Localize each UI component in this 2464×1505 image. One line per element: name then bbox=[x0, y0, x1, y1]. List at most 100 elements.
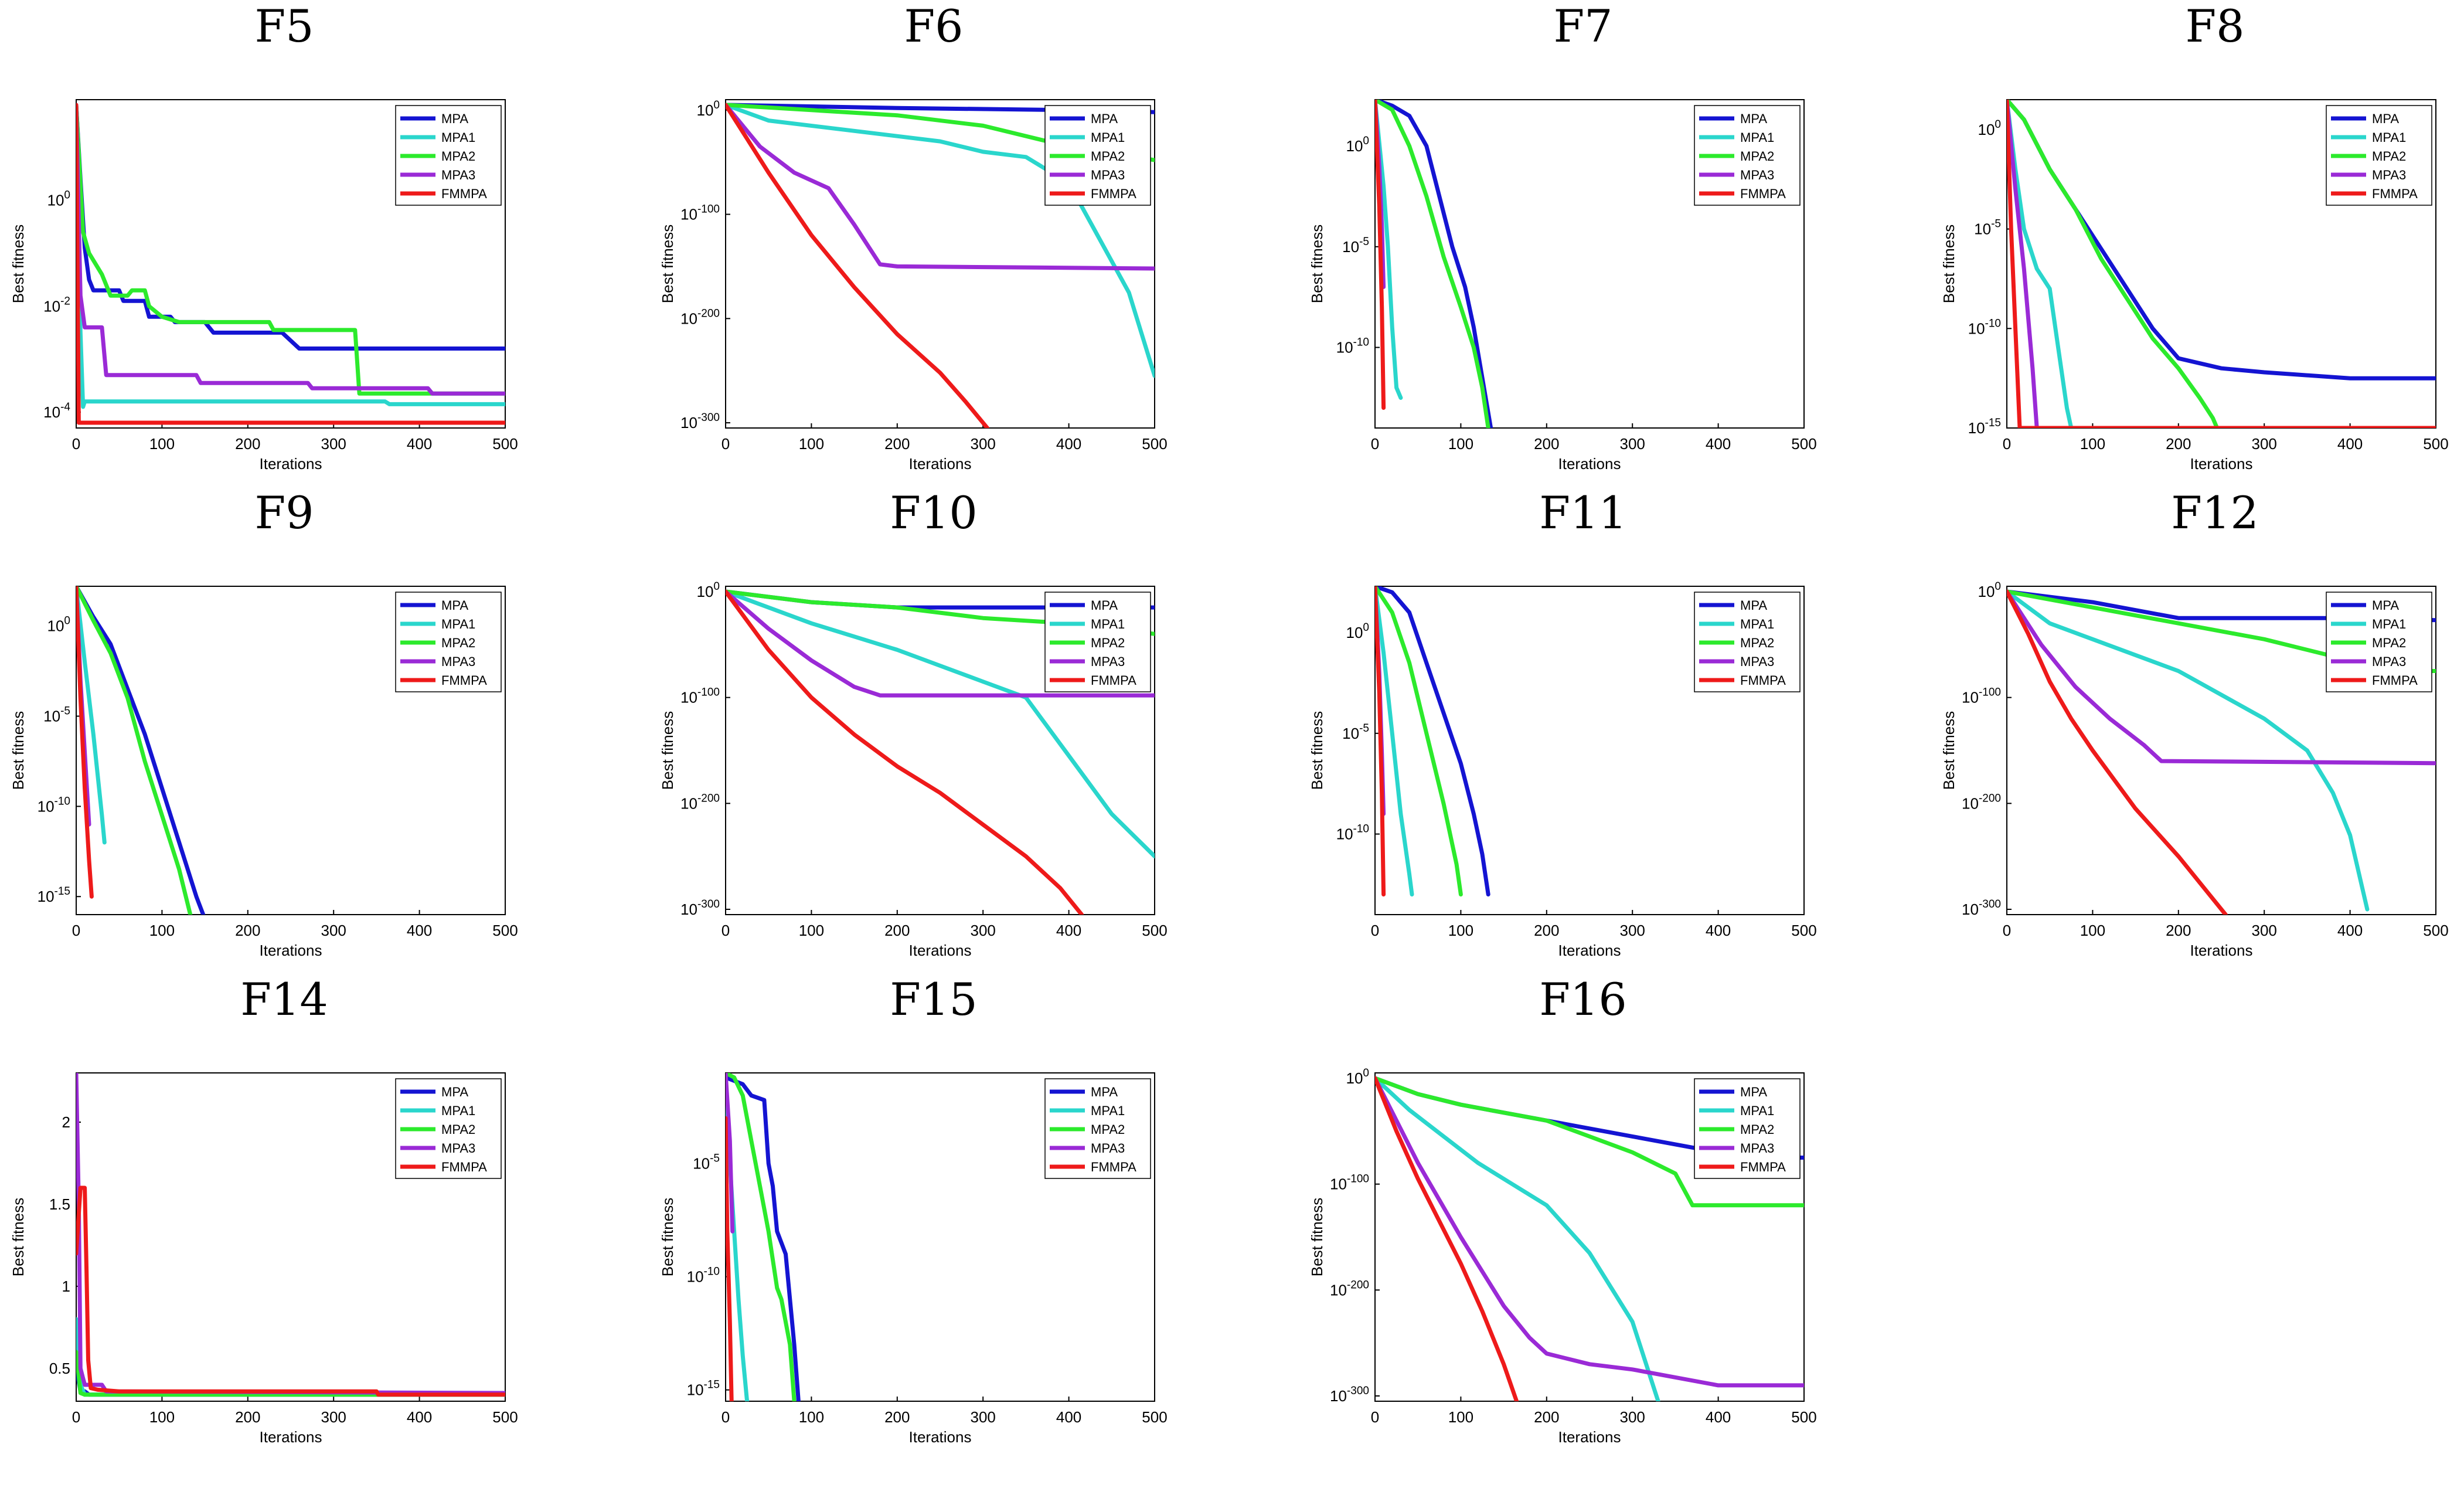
x-tick-label: 200 bbox=[884, 922, 910, 939]
x-tick-label: 300 bbox=[971, 435, 996, 453]
legend-label: FMMPA bbox=[2372, 673, 2418, 688]
chart-title: F8 bbox=[2185, 0, 2245, 52]
legend-label: MPA2 bbox=[1091, 636, 1125, 650]
x-tick-label: 0 bbox=[721, 922, 730, 939]
legend-label: MPA2 bbox=[2372, 149, 2406, 164]
series-group bbox=[2007, 589, 2436, 915]
x-tick-label: 100 bbox=[149, 922, 175, 939]
series-line-mpa1 bbox=[1375, 1076, 1660, 1401]
x-tick-label: 400 bbox=[407, 435, 432, 453]
legend-label: MPA2 bbox=[1740, 636, 1774, 650]
legend-label: MPA bbox=[1740, 111, 1767, 126]
x-tick-label: 100 bbox=[2080, 435, 2105, 453]
x-tick-label: 0 bbox=[1371, 1408, 1379, 1426]
series-line-mpa1 bbox=[1375, 586, 1414, 897]
legend-label: MPA bbox=[1091, 1085, 1118, 1099]
legend-label: FMMPA bbox=[441, 1160, 487, 1174]
y-tick-label: 10-300 bbox=[1962, 898, 2001, 918]
y-tick-label: 100 bbox=[1346, 1067, 1370, 1087]
series-line-fmmpa bbox=[726, 589, 1084, 915]
legend: MPA MPA1 MPA2 MPA3 FMMPA bbox=[2326, 105, 2432, 206]
series-line-mpa bbox=[76, 103, 505, 351]
x-tick-label: 500 bbox=[2423, 435, 2448, 453]
x-axis-label: Iterations bbox=[909, 1428, 972, 1446]
legend-label: MPA1 bbox=[441, 617, 475, 631]
y-tick-label: 100 bbox=[47, 189, 71, 209]
series-group bbox=[2007, 100, 2436, 428]
series-line-fmmpa bbox=[726, 1116, 734, 1401]
legend-label: MPA1 bbox=[1740, 1103, 1774, 1118]
y-tick-label: 10-100 bbox=[1330, 1173, 1369, 1193]
y-tick-label: 0.5 bbox=[49, 1360, 70, 1377]
y-tick-label: 10-15 bbox=[1968, 417, 2001, 437]
x-tick-label: 100 bbox=[149, 1408, 175, 1426]
legend-label: MPA3 bbox=[2372, 654, 2406, 669]
series-line-mpa bbox=[1375, 586, 1490, 897]
chart-panel-f15: F15 0 100 200 300 400 500 10-5 10-10 10-15 Iterati… bbox=[649, 973, 1294, 1454]
legend-label: MPA2 bbox=[1091, 149, 1125, 164]
legend-label: MPA2 bbox=[1740, 1122, 1774, 1137]
legend: MPA MPA1 MPA2 MPA3 FMMPA bbox=[395, 1078, 502, 1179]
y-tick-label: 10-15 bbox=[687, 1379, 720, 1399]
x-tick-label: 400 bbox=[1056, 435, 1081, 453]
series-line-mpa2 bbox=[1375, 1076, 1804, 1208]
chart-svg: 0 100 200 300 400 500 100 10-100 10-200 10-300 Ite… bbox=[1940, 580, 2449, 959]
chart-panel-f9: F9 0 100 200 300 400 500 100 10-5 10-10 10-15 Itera… bbox=[0, 487, 645, 967]
chart-title: F9 bbox=[254, 487, 314, 539]
y-tick-label: 10-10 bbox=[1336, 337, 1369, 356]
x-tick-label: 100 bbox=[799, 435, 824, 453]
x-tick-label: 300 bbox=[971, 1408, 996, 1426]
y-tick-label: 100 bbox=[1346, 621, 1370, 641]
legend: MPA MPA1 MPA2 MPA3 FMMPA bbox=[395, 592, 502, 692]
y-tick-label: 10-5 bbox=[693, 1152, 720, 1172]
chart-panel-f16: F16 0 100 200 300 400 500 100 10-100 10-200 10-300… bbox=[1299, 973, 1944, 1454]
chart-svg: 0 100 200 300 400 500 10-5 10-10 10-15 Iterations… bbox=[659, 1072, 1168, 1446]
legend: MPA MPA1 MPA2 MPA3 FMMPA bbox=[1694, 592, 1801, 692]
y-axis-label: Best fitness bbox=[659, 225, 676, 303]
y-tick-label: 10-10 bbox=[38, 795, 70, 815]
y-tick-label: 100 bbox=[1978, 580, 2002, 600]
y-tick-label: 10-5 bbox=[1342, 722, 1369, 742]
x-tick-label: 0 bbox=[1371, 435, 1379, 453]
series-line-mpa2 bbox=[1375, 586, 1463, 897]
x-tick-label: 400 bbox=[1056, 1408, 1081, 1426]
series-line-fmmpa bbox=[1375, 586, 1386, 897]
y-tick-label: 100 bbox=[697, 99, 720, 119]
legend: MPA MPA1 MPA2 MPA3 FMMPA bbox=[1044, 1078, 1151, 1179]
x-tick-label: 200 bbox=[1534, 1408, 1559, 1426]
x-tick-label: 300 bbox=[2252, 435, 2277, 453]
series-line-mpa3 bbox=[726, 1073, 735, 1234]
x-tick-label: 300 bbox=[321, 435, 346, 453]
chart-title: F6 bbox=[904, 0, 964, 52]
x-tick-label: 0 bbox=[721, 1408, 730, 1426]
y-tick-label: 10-100 bbox=[680, 687, 720, 706]
y-tick-label: 10-200 bbox=[680, 792, 720, 812]
y-tick-label: 10-300 bbox=[680, 412, 720, 432]
series-line-fmmpa bbox=[76, 586, 94, 899]
series-line-mpa1 bbox=[76, 586, 107, 845]
legend-label: FMMPA bbox=[441, 186, 487, 201]
legend-label: FMMPA bbox=[1091, 1160, 1136, 1174]
x-axis-label: Iterations bbox=[1558, 942, 1621, 959]
y-tick-label: 100 bbox=[697, 580, 720, 600]
y-tick-label: 10-4 bbox=[43, 401, 70, 421]
x-tick-label: 300 bbox=[1620, 435, 1645, 453]
series-line-fmmpa bbox=[2007, 589, 2228, 915]
chart-panel-f6: F6 0 100 200 300 400 500 100 10-100 10-200 10-300 I… bbox=[649, 0, 1294, 481]
series-group bbox=[1375, 100, 1493, 428]
x-tick-label: 400 bbox=[1056, 922, 1081, 939]
x-axis-label: Iterations bbox=[2190, 942, 2253, 959]
x-tick-label: 200 bbox=[1534, 922, 1559, 939]
x-tick-label: 500 bbox=[1791, 1408, 1816, 1426]
legend-label: MPA bbox=[441, 1085, 468, 1099]
x-tick-label: 0 bbox=[1371, 922, 1379, 939]
legend-label: FMMPA bbox=[1091, 673, 1136, 688]
series-line-mpa1 bbox=[1375, 100, 1403, 400]
series-line-mpa3 bbox=[726, 589, 1155, 698]
chart-svg: 0 100 200 300 400 500 100 10-5 10-10 10-15 Iterati… bbox=[9, 586, 518, 959]
y-tick-label: 10-200 bbox=[680, 307, 720, 327]
series-line-mpa2 bbox=[2007, 100, 2436, 428]
x-axis-label: Iterations bbox=[2190, 455, 2253, 473]
x-axis-label: Iterations bbox=[260, 942, 322, 959]
